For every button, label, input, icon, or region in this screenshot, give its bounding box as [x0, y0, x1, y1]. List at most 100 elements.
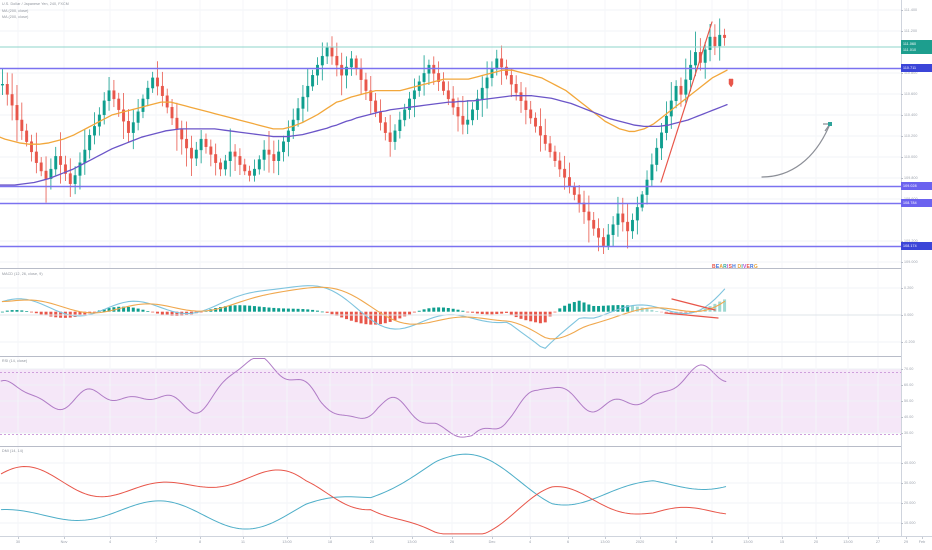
candle-body	[15, 105, 19, 121]
candle-body	[669, 100, 673, 117]
price-scale-badge[interactable]: 108.784	[901, 199, 932, 207]
candle-body	[107, 90, 111, 102]
time-scale[interactable]: 30 Nov 4 7 8 11 13:00 18 20 13:00 26 Dec 4 6 13:00 2020…	[0, 536, 932, 550]
macd-histogram-bar	[233, 305, 237, 312]
candle-body	[393, 130, 397, 142]
dmi-chart-svg	[0, 447, 901, 536]
macd-histogram-bar	[349, 311, 353, 321]
price-scale-badge[interactable]: 111.010	[901, 46, 932, 54]
marker-arrow-down	[728, 78, 734, 88]
macd-histogram-bar	[165, 311, 169, 316]
time-scale-label: 27	[875, 540, 881, 544]
macd-histogram-bar	[219, 307, 223, 312]
annotation-char: A	[719, 264, 724, 270]
time-scale-mark	[412, 537, 413, 539]
candle-body	[597, 228, 601, 238]
price-scale-badge[interactable]: 108.174	[901, 242, 932, 250]
candle-body	[185, 138, 189, 149]
candle-body	[538, 126, 542, 136]
macd-histogram-bar	[126, 306, 130, 312]
candle-body	[267, 149, 271, 155]
price-chart-svg	[0, 0, 901, 268]
time-scale-label: 8	[710, 540, 714, 544]
candle-body	[398, 119, 402, 132]
price-scale-badge[interactable]: 111.060	[901, 40, 932, 48]
macd-chart-svg	[0, 270, 901, 356]
candle-body	[582, 202, 586, 213]
rsi-pane[interactable]: RSI (14, close)	[0, 357, 901, 446]
rsi-level-70-line	[0, 372, 901, 374]
macd-histogram-bar	[359, 311, 363, 324]
price-scale-badge[interactable]: 109.028	[901, 182, 932, 190]
candle-body	[408, 98, 412, 110]
dmi-pane[interactable]: DMI (14, 14)	[0, 447, 901, 536]
candle-body	[257, 159, 261, 170]
rsi-scale-tick: 40.00	[901, 413, 932, 421]
candle-body	[446, 90, 450, 100]
candle-body	[543, 135, 547, 144]
macd-histogram-bar	[272, 307, 276, 312]
macd-histogram-bar	[689, 311, 693, 314]
candle-body	[223, 160, 227, 170]
macd-histogram-bar	[558, 308, 562, 312]
rsi-chart-svg	[0, 357, 901, 446]
annotation-char: V	[742, 264, 747, 270]
dmi-scale-tick: 30.000	[901, 479, 932, 487]
price-scale-tick: 110.400	[901, 111, 932, 119]
candle-body	[306, 85, 310, 98]
time-scale-label: Feb	[918, 540, 926, 544]
macd-histogram-bar	[553, 311, 557, 313]
macd-histogram-bar	[534, 311, 538, 323]
macd-histogram-bar	[311, 309, 315, 312]
macd-histogram-bar	[248, 305, 252, 312]
macd-histogram-bar	[102, 309, 106, 312]
time-scale-mark	[878, 537, 879, 539]
candle-body	[383, 122, 387, 133]
time-scale-label: 13:00	[407, 540, 417, 544]
price-scale-badge[interactable]: 110.711	[901, 64, 932, 72]
dmi-title: DMI (14, 14)	[2, 449, 24, 453]
candle-body	[664, 115, 668, 133]
candle-body	[131, 122, 135, 133]
price-scale-tick: 110.800	[901, 69, 932, 77]
price-scale[interactable]: 0.200 0.000 -0.200 70.00 60.00 50.00 40.00 30.0…	[901, 0, 932, 536]
macd-histogram-bar	[34, 311, 38, 314]
projection-curve	[761, 123, 831, 178]
time-scale-mark	[640, 537, 641, 539]
candle-body	[723, 34, 727, 38]
dmi-scale-tick: 40.000	[901, 459, 932, 467]
macd-histogram-bar	[451, 308, 455, 312]
candle-body	[146, 87, 150, 100]
candle-body	[480, 87, 484, 100]
time-scale-mark	[110, 537, 111, 539]
time-scale-mark	[200, 537, 201, 539]
candle-body	[548, 143, 552, 153]
time-scale-mark	[922, 537, 923, 539]
macd-histogram-bar	[597, 306, 601, 312]
macd-histogram-bar	[175, 311, 179, 316]
macd-histogram-bar	[301, 309, 305, 312]
candle-body	[20, 119, 24, 132]
price-pane[interactable]: U.S. Dollar / Japanese Yen, 240, FXCM MA…	[0, 0, 901, 268]
macd-histogram-bar	[383, 311, 387, 324]
time-scale-label: 20	[813, 540, 819, 544]
macd-pane[interactable]: MACD (12, 26, close, 9)	[0, 270, 901, 356]
macd-histogram-bar	[160, 311, 164, 315]
macd-histogram-bar	[291, 308, 295, 312]
rsi-title: RSI (14, close)	[2, 359, 28, 363]
macd-signal-line	[1, 286, 726, 340]
annotation-char: D	[737, 264, 742, 270]
macd-histogram-bar	[635, 306, 639, 312]
macd-histogram-bar	[582, 302, 586, 312]
candle-body	[660, 132, 664, 149]
time-scale-mark	[605, 537, 606, 539]
time-scale-mark	[330, 537, 331, 539]
candle-body	[509, 75, 513, 85]
time-scale-mark	[243, 537, 244, 539]
macd-histogram-bar	[15, 310, 19, 312]
macd-histogram-bar	[393, 311, 397, 321]
candle-body	[78, 162, 82, 176]
candle-body	[422, 73, 426, 82]
candle-body	[330, 47, 334, 57]
